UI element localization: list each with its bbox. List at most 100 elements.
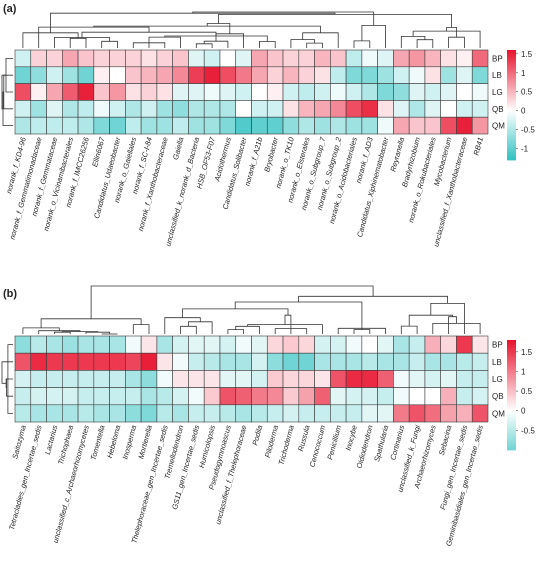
column-dendrogram-branch (218, 13, 452, 28)
heatmap-cell (456, 66, 473, 84)
heatmap-cell (393, 352, 410, 371)
heatmap-cell (188, 404, 205, 423)
colorbar-segment (507, 417, 516, 420)
colorbar-segment (507, 55, 516, 58)
heatmap-cell (266, 100, 284, 118)
column-label: Hebeloma (105, 424, 122, 459)
column-dendrogram-branch (448, 36, 465, 48)
heatmap-cell (203, 370, 221, 388)
colorbar-segment (507, 90, 516, 93)
heatmap-cell (361, 49, 378, 68)
colorbar-segment (507, 407, 516, 411)
heatmap-cell (235, 352, 252, 371)
heatmap-cell (456, 49, 473, 68)
heatmap-cell (345, 404, 363, 423)
colorbar-segment (507, 374, 516, 378)
heatmap-cell (361, 83, 378, 101)
heatmap-cell (456, 370, 473, 388)
colorbar-segment (507, 61, 516, 64)
colorbar-segment (507, 440, 516, 444)
colorbar-segment (507, 77, 516, 80)
heatmap-cell (125, 100, 142, 118)
heatmap-cell (93, 100, 110, 118)
column-dendrogram-branch (101, 40, 118, 48)
column-dendrogram-branch (448, 316, 457, 334)
heatmap-cell (46, 66, 63, 84)
heatmap-cell (408, 404, 426, 423)
colorbar-tick-label: 1.5 (521, 348, 533, 357)
heatmap-cell (93, 116, 110, 135)
heatmap-cell (156, 370, 173, 388)
heatmap-cell (408, 352, 426, 371)
heatmap-cell (377, 370, 394, 388)
heatmap-cell (440, 387, 457, 406)
column-label: Mortierella (136, 424, 154, 460)
colorbar-segment (507, 84, 516, 88)
heatmap-cell (140, 116, 158, 135)
heatmap-cell (77, 335, 95, 354)
heatmap-cell (219, 387, 237, 406)
heatmap-cell (219, 49, 237, 68)
heatmap-cell (61, 335, 79, 354)
heatmap-cell (345, 66, 363, 84)
heatmap-cell (314, 387, 331, 406)
heatmap-cell (266, 387, 284, 406)
colorbar-segment (507, 68, 516, 71)
column-dendrogram-branch (446, 26, 457, 38)
column-label: Reyranella (388, 136, 406, 172)
colorbar-segment (507, 154, 516, 157)
colorbar-segment (507, 378, 516, 381)
row-dendrogram-branch (5, 378, 13, 389)
heatmap-cell (93, 335, 110, 354)
colorbar-segment (507, 396, 516, 400)
heatmap-cell (30, 404, 47, 423)
colorbar-segment (507, 101, 516, 104)
heatmap-cell (456, 83, 473, 101)
colorbar-segment (507, 149, 516, 152)
heatmap-cell (345, 83, 363, 101)
colorbar-segment (507, 341, 516, 345)
heatmap-cell (377, 352, 394, 371)
heatmap-cell (266, 352, 284, 371)
colorbar-segment (507, 373, 516, 376)
column-dendrogram-branch (432, 322, 481, 334)
heatmap-cell (377, 83, 394, 101)
heatmap-cell (125, 49, 142, 68)
colorbar-segment (507, 127, 516, 130)
heatmap-cell (424, 335, 441, 354)
colorbar-segment (507, 398, 516, 401)
colorbar-segment (507, 125, 516, 128)
colorbar-segment (507, 420, 516, 423)
heatmap-cell (30, 370, 47, 388)
column-label: Tomentella (89, 424, 107, 461)
colorbar-segment (507, 79, 516, 82)
colorbar-segment (507, 409, 516, 412)
heatmap-cell (46, 83, 63, 101)
colorbar-segment (507, 64, 516, 67)
heatmap-cell (282, 387, 300, 406)
colorbar-segment (507, 81, 516, 84)
heatmap-cell (330, 83, 347, 101)
heatmap-cell (393, 370, 410, 388)
heatmap-cell (251, 116, 268, 135)
heatmap-cell (345, 49, 363, 68)
colorbar-segment (507, 75, 516, 78)
colorbar-segment (507, 83, 516, 86)
colorbar-tick-label: -0.5 (521, 426, 535, 435)
heatmap-cell (266, 404, 284, 423)
row-label: QB (492, 105, 504, 114)
heatmap-cell (188, 66, 205, 84)
heatmap-cell (188, 352, 205, 371)
heatmap-cell (219, 370, 237, 388)
heatmap-cell (219, 335, 237, 354)
heatmap-cell (282, 100, 300, 118)
heatmap-cell (298, 352, 315, 371)
column-dendrogram-branch (50, 12, 336, 33)
column-label: Saitozyma (10, 424, 28, 460)
heatmap-cell (156, 352, 173, 371)
heatmap-cell (46, 335, 63, 354)
colorbar-segment (507, 62, 516, 66)
heatmap-cell (235, 66, 252, 84)
colorbar-segment (507, 119, 516, 122)
heatmap-cell (282, 83, 300, 101)
